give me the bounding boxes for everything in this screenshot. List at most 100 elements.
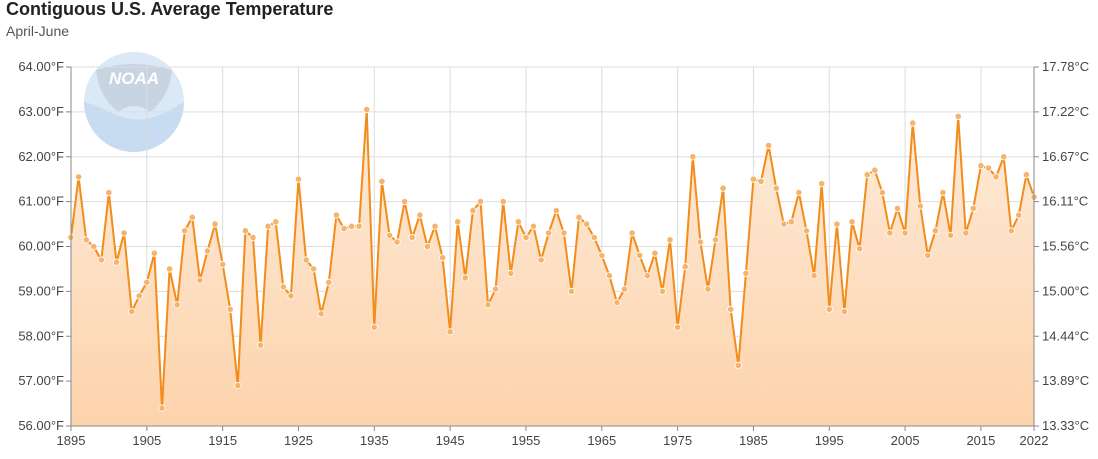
data-point[interactable] — [666, 236, 674, 244]
data-point[interactable] — [135, 292, 143, 300]
data-point[interactable] — [916, 202, 924, 210]
data-point[interactable] — [780, 220, 788, 228]
data-point[interactable] — [954, 112, 962, 121]
data-point[interactable] — [219, 260, 227, 268]
data-point[interactable] — [772, 184, 780, 192]
data-point[interactable] — [590, 233, 598, 242]
data-point[interactable] — [931, 227, 940, 235]
data-point[interactable] — [840, 307, 849, 316]
data-point[interactable] — [446, 328, 454, 336]
data-point[interactable] — [946, 231, 955, 239]
data-point[interactable] — [613, 298, 621, 307]
data-point[interactable] — [309, 265, 318, 273]
data-point[interactable] — [272, 218, 280, 226]
data-point[interactable] — [317, 310, 325, 318]
data-point[interactable] — [332, 211, 340, 219]
data-point[interactable] — [575, 213, 583, 221]
data-point[interactable] — [476, 198, 485, 206]
data-point[interactable] — [719, 184, 727, 192]
data-point[interactable] — [855, 245, 864, 253]
data-point[interactable] — [112, 258, 121, 266]
data-point[interactable] — [393, 238, 401, 246]
data-point[interactable] — [105, 189, 113, 197]
data-point[interactable] — [491, 285, 500, 293]
data-point[interactable] — [173, 301, 181, 309]
data-point[interactable] — [560, 229, 568, 237]
data-point[interactable] — [620, 285, 629, 293]
data-point[interactable] — [598, 251, 606, 260]
data-point[interactable] — [582, 220, 591, 228]
data-point[interactable] — [1015, 211, 1023, 219]
data-point[interactable] — [992, 173, 1000, 181]
data-point[interactable] — [704, 285, 712, 293]
data-point[interactable] — [181, 227, 189, 235]
data-point[interactable] — [567, 287, 576, 295]
data-point[interactable] — [431, 222, 439, 230]
data-point[interactable] — [355, 222, 363, 230]
data-point[interactable] — [196, 276, 204, 284]
data-point[interactable] — [158, 404, 166, 412]
data-point[interactable] — [287, 292, 295, 300]
data-point[interactable] — [370, 323, 378, 331]
data-point[interactable] — [537, 256, 545, 264]
data-point[interactable] — [256, 341, 265, 349]
data-point[interactable] — [651, 249, 659, 257]
data-point[interactable] — [886, 229, 894, 237]
data-point[interactable] — [408, 233, 416, 242]
data-point[interactable] — [924, 251, 932, 260]
data-point[interactable] — [643, 272, 651, 280]
data-point[interactable] — [909, 119, 917, 127]
data-point[interactable] — [454, 218, 462, 226]
data-point[interactable] — [825, 305, 833, 313]
data-point[interactable] — [969, 204, 977, 212]
data-point[interactable] — [378, 177, 386, 185]
data-point[interactable] — [977, 162, 985, 170]
data-point[interactable] — [871, 166, 879, 174]
data-point[interactable] — [848, 218, 856, 226]
data-point[interactable] — [795, 189, 803, 197]
data-point[interactable] — [893, 204, 902, 212]
data-point[interactable] — [211, 220, 219, 228]
data-point[interactable] — [438, 254, 447, 262]
data-point[interactable] — [461, 274, 469, 282]
data-point[interactable] — [143, 278, 151, 286]
data-point[interactable] — [400, 198, 409, 206]
data-point[interactable] — [545, 229, 553, 237]
data-point[interactable] — [97, 256, 105, 264]
data-point[interactable] — [302, 256, 310, 264]
data-point[interactable] — [203, 247, 212, 255]
data-point[interactable] — [962, 229, 970, 237]
data-point[interactable] — [340, 225, 348, 233]
data-point[interactable] — [878, 189, 886, 197]
data-point[interactable] — [810, 272, 818, 280]
data-point[interactable] — [90, 242, 98, 251]
data-point[interactable] — [787, 218, 796, 226]
data-point[interactable] — [514, 218, 523, 226]
data-point[interactable] — [188, 213, 196, 221]
data-point[interactable] — [636, 251, 644, 260]
data-point[interactable] — [681, 263, 689, 271]
data-point[interactable] — [529, 222, 538, 230]
data-point[interactable] — [673, 323, 682, 331]
data-point[interactable] — [279, 283, 287, 291]
data-point[interactable] — [363, 106, 371, 114]
data-point[interactable] — [749, 175, 758, 183]
data-point[interactable] — [605, 272, 614, 280]
data-point[interactable] — [325, 278, 333, 286]
data-point[interactable] — [833, 220, 841, 228]
data-point[interactable] — [658, 287, 667, 295]
data-point[interactable] — [241, 227, 249, 235]
data-point[interactable] — [863, 171, 871, 179]
data-point[interactable] — [1022, 171, 1031, 179]
data-point[interactable] — [711, 236, 720, 244]
data-point[interactable] — [689, 153, 697, 161]
data-point[interactable] — [499, 198, 507, 206]
data-point[interactable] — [757, 177, 765, 185]
data-point[interactable] — [128, 307, 136, 316]
data-point[interactable] — [166, 265, 174, 273]
data-point[interactable] — [802, 227, 811, 235]
data-point[interactable] — [939, 189, 947, 197]
data-point[interactable] — [552, 207, 560, 215]
data-point[interactable] — [696, 238, 705, 246]
data-point[interactable] — [82, 236, 90, 244]
